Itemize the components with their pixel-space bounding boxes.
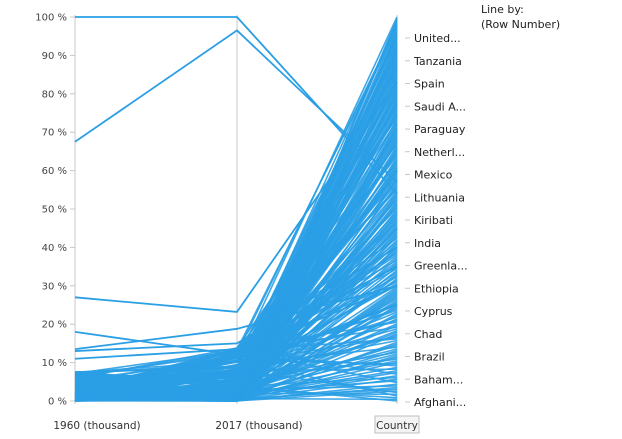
data-line bbox=[74, 23, 398, 400]
country-label: Baham... bbox=[414, 373, 463, 386]
y-tick-label: 0 % bbox=[48, 397, 67, 408]
legend-value[interactable]: (Row Number) bbox=[481, 18, 561, 31]
country-label: Brazil bbox=[414, 351, 445, 364]
y-tick-label: 80 % bbox=[42, 89, 67, 100]
data-lines bbox=[74, 16, 398, 402]
country-label: Lithuania bbox=[414, 191, 465, 204]
country-label: Afghani... bbox=[414, 396, 466, 409]
country-label: Spain bbox=[414, 78, 445, 91]
y-tick-label: 10 % bbox=[42, 358, 67, 369]
series-line-8 bbox=[74, 170, 398, 385]
axis-label-2[interactable]: Country bbox=[376, 420, 418, 432]
data-line bbox=[74, 18, 398, 402]
y-tick-label: 40 % bbox=[42, 243, 67, 254]
country-label: Paraguay bbox=[414, 123, 466, 136]
y-tick-label: 60 % bbox=[42, 166, 67, 177]
country-label: Kiribati bbox=[414, 214, 453, 227]
y-tick-label: 90 % bbox=[42, 51, 67, 62]
country-label: Greenla... bbox=[414, 260, 468, 273]
country-label: Tanzania bbox=[413, 55, 462, 68]
y-tick-label: 20 % bbox=[42, 320, 67, 331]
country-label: Saudi A... bbox=[414, 100, 466, 113]
country-label: India bbox=[414, 237, 441, 250]
series-line-6 bbox=[74, 265, 398, 360]
country-label: Netherl... bbox=[414, 146, 465, 159]
axis-label-1[interactable]: 2017 (thousand) bbox=[215, 420, 302, 432]
legend: Line by: (Row Number) bbox=[481, 2, 560, 32]
series-line-9 bbox=[74, 227, 398, 391]
country-label: Cyprus bbox=[414, 305, 453, 318]
country-label: Mexico bbox=[414, 169, 453, 182]
axis-label-0[interactable]: 1960 (thousand) bbox=[53, 420, 140, 432]
series-line-3 bbox=[74, 284, 398, 356]
country-label: Chad bbox=[414, 328, 442, 341]
country-axis-box[interactable] bbox=[374, 415, 420, 434]
series-line-7 bbox=[74, 304, 398, 374]
series-line-5 bbox=[74, 246, 398, 352]
y-axis-ticks: 0 % 10 % 20 % 30 % 40 % 50 % 60 % 70 % 80 % 90 % 1… bbox=[35, 13, 75, 408]
y-tick-label: 70 % bbox=[42, 128, 67, 139]
series-line-1 bbox=[74, 29, 398, 183]
legend-title: Line by: bbox=[481, 3, 524, 16]
series-line-0 bbox=[75, 16, 398, 195]
axis-labels: 1960 (thousand) 2017 (thousand) Country bbox=[53, 415, 420, 434]
y-tick-label: 100 % bbox=[35, 13, 67, 24]
country-label: United... bbox=[414, 32, 461, 45]
series-line-2 bbox=[74, 81, 398, 313]
y-tick-label: 30 % bbox=[42, 281, 67, 292]
country-label: Ethiopia bbox=[414, 282, 459, 295]
y-tick-label: 50 % bbox=[42, 205, 67, 216]
country-labels: United... Tanzania Spain Saudi A... Paraguay… bbox=[405, 32, 468, 409]
series-line-4 bbox=[74, 284, 398, 351]
